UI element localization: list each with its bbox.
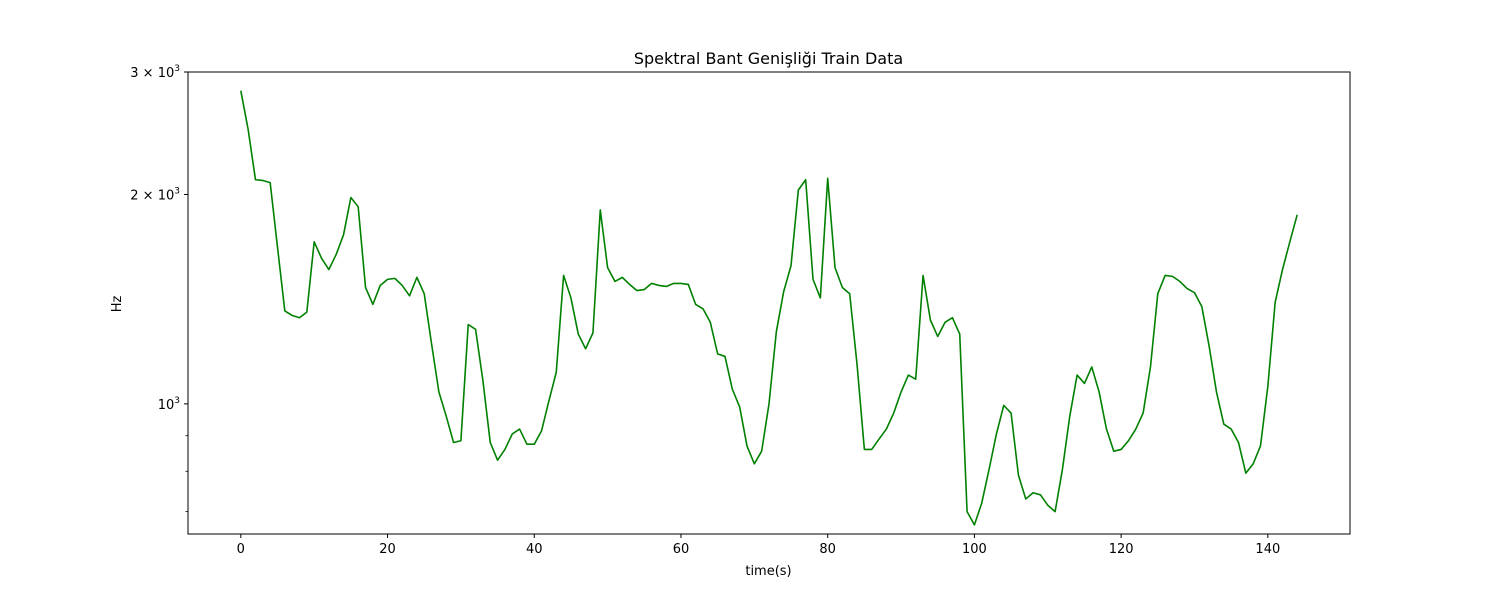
y-axis: 103 2 × 103 3 × 103 <box>130 64 188 513</box>
y-tick-label: 103 <box>158 396 180 413</box>
y-tick-label: 3 × 103 <box>130 64 180 81</box>
x-tick-label: 40 <box>526 542 543 557</box>
x-axis-label: time(s) <box>745 564 791 579</box>
plot-area <box>240 90 1298 526</box>
chart-title: Spektral Bant Genişliği Train Data <box>634 49 903 68</box>
x-axis: 0 20 40 60 80 100 120 140 <box>237 534 1280 557</box>
x-tick-label: 80 <box>819 542 836 557</box>
plot-frame <box>187 71 1351 535</box>
x-tick-label: 60 <box>673 542 690 557</box>
x-tick-label: 100 <box>962 542 987 557</box>
x-tick-label: 140 <box>1255 542 1280 557</box>
y-tick-label: 2 × 103 <box>130 186 180 203</box>
x-tick-label: 120 <box>1109 542 1134 557</box>
x-tick-label: 0 <box>237 542 245 557</box>
x-tick-label: 20 <box>379 542 396 557</box>
series-line-0 <box>240 90 1298 526</box>
y-axis-label: Hz <box>110 296 125 313</box>
